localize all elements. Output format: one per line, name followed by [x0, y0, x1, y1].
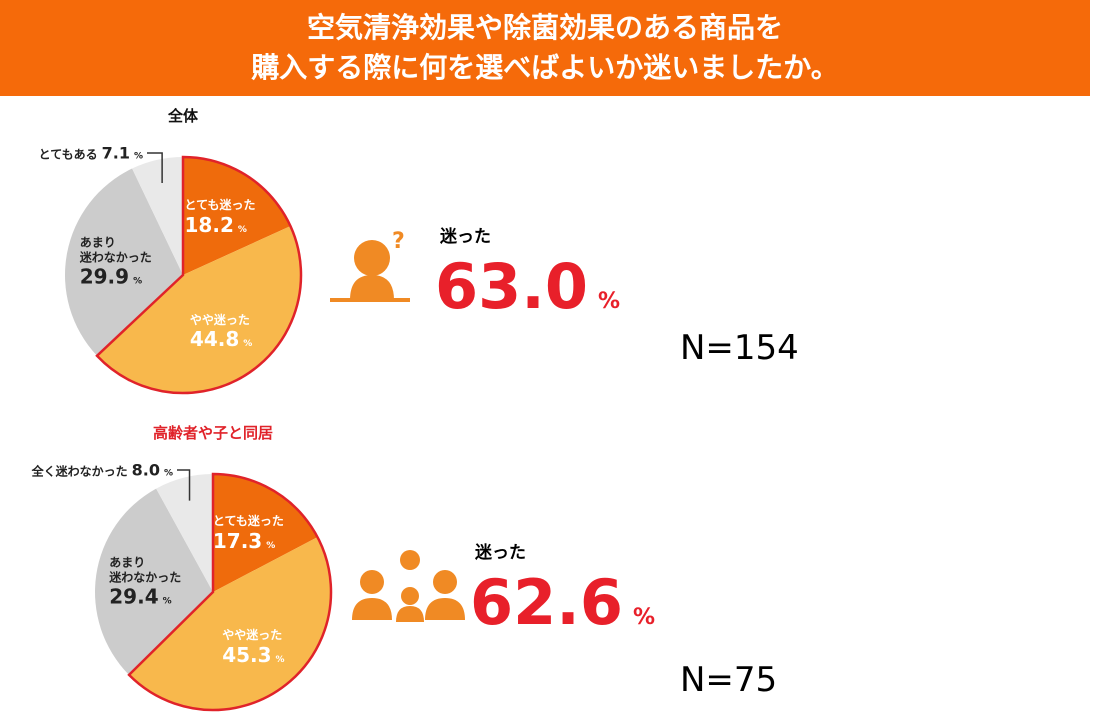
- slice-label: あまり 迷わなかった 29.9%: [80, 236, 152, 289]
- value-label: 44.8: [189, 327, 240, 352]
- slice-label: とても迷った 18.2%: [185, 198, 256, 236]
- value-label: 45.3: [222, 642, 272, 667]
- category-label: やや迷った: [222, 628, 283, 643]
- summary-label: 迷った: [440, 227, 491, 247]
- slice-label: とても迷った 17.3%: [213, 514, 284, 552]
- svg-text:?: ?: [392, 229, 405, 254]
- category-label: あまり 迷わなかった: [79, 235, 152, 265]
- unit-label: %: [162, 596, 172, 607]
- unit-label: %: [266, 540, 276, 551]
- chart-title: 高齢者や子と同居: [152, 424, 274, 442]
- sample-size: N=75: [680, 660, 778, 700]
- category-label: やや迷った: [189, 312, 250, 327]
- value-label: 18.2: [184, 212, 234, 237]
- pie-slice: [129, 537, 331, 711]
- unit-label: %: [133, 151, 143, 162]
- leader-line: [177, 469, 191, 501]
- summary-label: 迷った: [475, 543, 526, 563]
- value-label: 29.4: [109, 584, 159, 609]
- value-label: 17.3: [212, 528, 263, 553]
- category-label: とてもある: [38, 147, 98, 162]
- icon-thinking: ?: [330, 229, 410, 302]
- summary-unit: %: [597, 289, 621, 314]
- sample-size: N=154: [680, 328, 799, 368]
- unit-label: %: [237, 224, 247, 235]
- unit-label: %: [133, 276, 143, 287]
- pie-slice: [183, 157, 291, 275]
- value-label: 29.9: [79, 264, 130, 289]
- summary-value: 63.0%: [435, 250, 620, 323]
- summary-number: 62.6: [470, 566, 623, 639]
- category-label: とても迷った: [184, 198, 256, 213]
- slice-label: とてもある 7.1%: [39, 144, 143, 163]
- highlight-outline: [95, 155, 303, 395]
- summary-value: 62.6%: [470, 566, 655, 639]
- summary-unit: %: [632, 605, 656, 630]
- category-label: あまり 迷わなかった: [109, 555, 182, 585]
- highlight-outline: [127, 472, 333, 712]
- header-title: 空気清浄効果や除菌効果のある商品を 購入する際に何を選べばよいか迷いましたか。: [0, 0, 1090, 96]
- pie-slice: [156, 474, 213, 592]
- category-label: とても迷った: [212, 514, 284, 529]
- slice-label: やや迷った 44.8%: [190, 313, 252, 351]
- slice-label: 全く迷わなかった 8.0%: [32, 461, 173, 480]
- pie-slice: [213, 474, 318, 592]
- leader-line: [147, 152, 163, 183]
- icon-family: [352, 550, 465, 622]
- unit-label: %: [275, 654, 285, 665]
- pie-slice: [65, 168, 183, 356]
- slice-label: あまり 迷わなかった 29.4%: [109, 556, 181, 609]
- value-label: 8.0: [131, 460, 160, 480]
- slice-label: やや迷った 45.3%: [222, 628, 284, 666]
- pie-slice: [132, 157, 183, 275]
- category-label: 全く迷わなかった: [31, 464, 128, 479]
- summary-number: 63.0: [435, 250, 588, 323]
- chart-title: 全体: [167, 107, 199, 125]
- pie-slice: [96, 226, 301, 393]
- value-label: 7.1: [101, 143, 130, 163]
- pie-slice: [95, 488, 213, 675]
- unit-label: %: [243, 339, 253, 350]
- unit-label: %: [163, 468, 173, 479]
